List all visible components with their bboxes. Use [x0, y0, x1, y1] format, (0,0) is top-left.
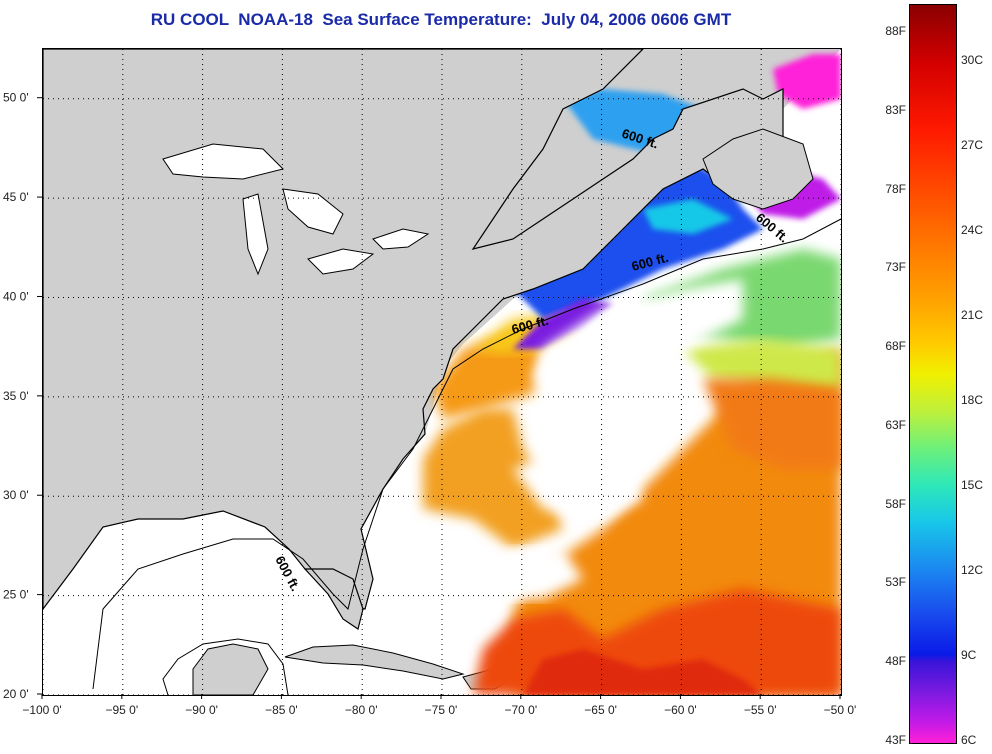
- colorbar-label-celsius: 6C: [961, 733, 977, 747]
- colorbar-label-fahrenheit: 73F: [885, 260, 906, 275]
- lon-tick-label: −65 0': [584, 703, 617, 717]
- colorbar-label-fahrenheit: 48F: [885, 654, 906, 669]
- isobath-gulf-shelf: [162, 638, 289, 695]
- colorbar-label-celsius: 27C: [961, 138, 984, 152]
- lat-tick-label: 20 0': [3, 687, 29, 701]
- sst-map[interactable]: 600 ft. 600 ft. 600 ft. 600 ft. 600 ft.: [42, 48, 842, 696]
- isobath-600ft: [92, 218, 841, 690]
- lon-tick-label: −70 0': [504, 703, 537, 717]
- lon-tick-label: −85 0': [265, 703, 298, 717]
- lat-tick-label: 45 0': [3, 190, 29, 204]
- lon-tick-label: −50 0': [824, 703, 857, 717]
- colorbar-label-fahrenheit: 63F: [885, 417, 906, 432]
- lon-tick-label: −60 0': [664, 703, 697, 717]
- lon-tick-label: −75 0': [425, 703, 458, 717]
- lon-tick-label: −55 0': [744, 703, 777, 717]
- colorbar-label-celsius: 12C: [961, 563, 984, 577]
- colorbar-label-celsius: 15C: [961, 478, 984, 492]
- map-title: RU COOL NOAA-18 Sea Surface Temperature:…: [150, 10, 732, 29]
- newfoundland-land: [702, 128, 814, 210]
- lat-tick-label: 50 0': [3, 91, 29, 105]
- colorbar-label-celsius: 18C: [961, 393, 984, 407]
- colorbar-label-celsius: 9C: [961, 648, 977, 662]
- cuba-land: [284, 644, 465, 680]
- colorbar-label-fahrenheit: 78F: [885, 181, 906, 196]
- colorbar-label-fahrenheit: 53F: [885, 575, 906, 590]
- colorbar-label-celsius: 24C: [961, 223, 984, 237]
- yucatan-land: [192, 643, 269, 695]
- north-america-land: [43, 49, 784, 610]
- lon-tick-label: −90 0': [185, 703, 218, 717]
- sst-field: [423, 54, 841, 695]
- great-lakes: [162, 143, 430, 276]
- temperature-colorbar: [909, 4, 957, 744]
- colorbar-label-fahrenheit: 43F: [885, 733, 906, 747]
- lat-tick-label: 25 0': [3, 588, 29, 602]
- florida-land: [303, 568, 364, 630]
- colorbar-label-celsius: 30C: [961, 53, 984, 67]
- lat-tick-label: 35 0': [3, 389, 29, 403]
- map-gridlines: [43, 49, 841, 695]
- lon-tick-label: −100 0': [22, 703, 61, 717]
- lon-tick-label: −80 0': [345, 703, 378, 717]
- colorbar-label-celsius: 21C: [961, 308, 984, 322]
- lat-tick-label: 40 0': [3, 289, 29, 303]
- lat-tick-label: 30 0': [3, 488, 29, 502]
- sst-map-canvas: 600 ft. 600 ft. 600 ft. 600 ft. 600 ft.: [43, 49, 841, 695]
- colorbar-label-fahrenheit: 88F: [885, 24, 906, 38]
- colorbar-label-fahrenheit: 58F: [885, 496, 906, 511]
- lon-tick-label: −95 0': [105, 703, 138, 717]
- colorbar-label-fahrenheit: 83F: [885, 102, 906, 117]
- colorbar-label-fahrenheit: 68F: [885, 339, 906, 354]
